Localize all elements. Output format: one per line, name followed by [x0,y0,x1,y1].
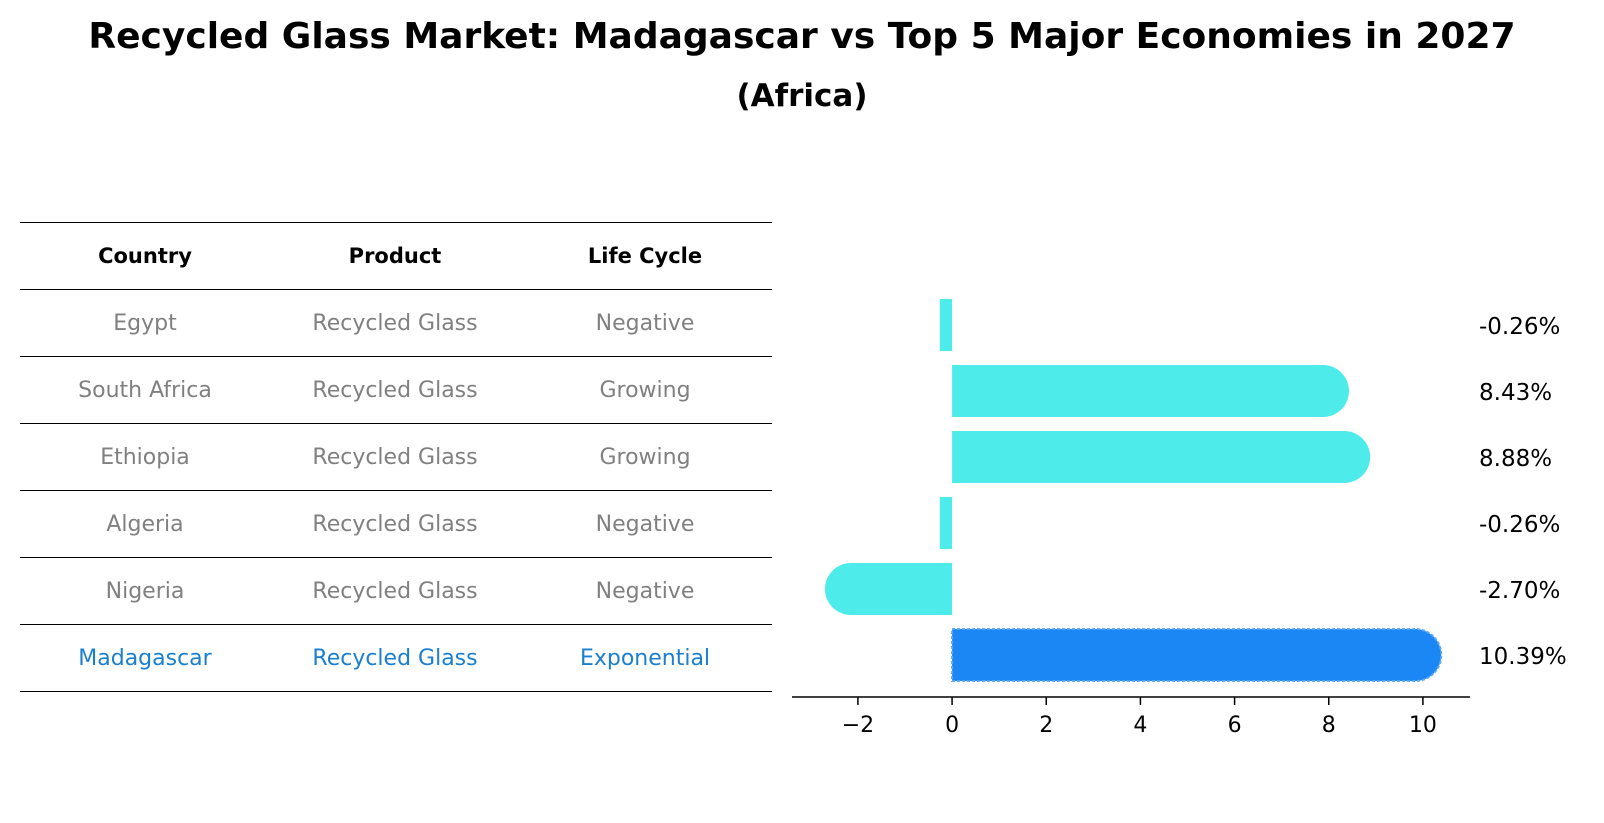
data-label: 10.39% [1479,644,1567,670]
bar [824,563,953,615]
x-tick-label: 2 [1039,713,1053,738]
product-cell: Recycled Glass [312,578,478,604]
life-cycle-cell: Negative [595,310,695,336]
bar-highlight [951,628,1443,682]
life-cycle-cell: Negative [595,578,695,604]
x-tick-label: 0 [945,713,959,738]
life-cycle-cell: Growing [599,444,691,470]
life-cycle-cell: Growing [599,377,691,403]
table-row: Nigeria Recycled Glass Negative [20,557,772,624]
table-row: Algeria Recycled Glass Negative [20,490,772,557]
x-tick-label: 6 [1228,713,1242,738]
table-row: Egypt Recycled Glass Negative [20,289,772,356]
table-row: Ethiopia Recycled Glass Growing [20,423,772,490]
product-cell: Recycled Glass [312,511,478,537]
product-cell: Recycled Glass [312,444,478,470]
product-cell: Recycled Glass [312,377,478,403]
life-cycle-cell: Exponential [579,645,711,671]
data-label: -2.70% [1479,578,1560,604]
x-tick-label: −2 [842,713,874,738]
bar [952,431,1371,483]
chart-title: Recycled Glass Market: Madagascar vs Top… [88,16,1516,57]
data-label: 8.88% [1479,446,1552,472]
comparison-table: Country Product Life Cycle Egypt Recycle… [20,222,772,692]
chart-subtitle: (Africa) [736,78,868,114]
x-tick-label: 4 [1133,713,1147,738]
country-cell: Algeria [106,511,184,537]
life-cycle-cell: Negative [595,511,695,537]
data-label: -0.26% [1479,512,1560,538]
country-cell: Ethiopia [100,444,190,470]
header-country: Country [98,244,192,268]
table-row-highlight: Madagascar Recycled Glass Exponential [20,624,772,692]
product-cell: Recycled Glass [312,645,478,671]
data-label: 8.43% [1479,380,1552,406]
data-label: -0.26% [1479,314,1560,340]
bar [939,497,953,549]
x-tick-label: 10 [1409,713,1437,738]
country-cell: Nigeria [105,578,185,604]
x-tick-label: 8 [1322,713,1336,738]
country-cell: South Africa [78,377,212,403]
country-cell: Egypt [113,310,177,336]
header-life-cycle: Life Cycle [587,244,703,268]
table-row: South Africa Recycled Glass Growing [20,356,772,423]
table-header-row: Country Product Life Cycle [20,222,772,289]
bar [939,299,953,351]
header-product: Product [348,244,442,268]
product-cell: Recycled Glass [312,310,478,336]
bar [952,365,1349,417]
country-cell: Madagascar [78,645,212,671]
